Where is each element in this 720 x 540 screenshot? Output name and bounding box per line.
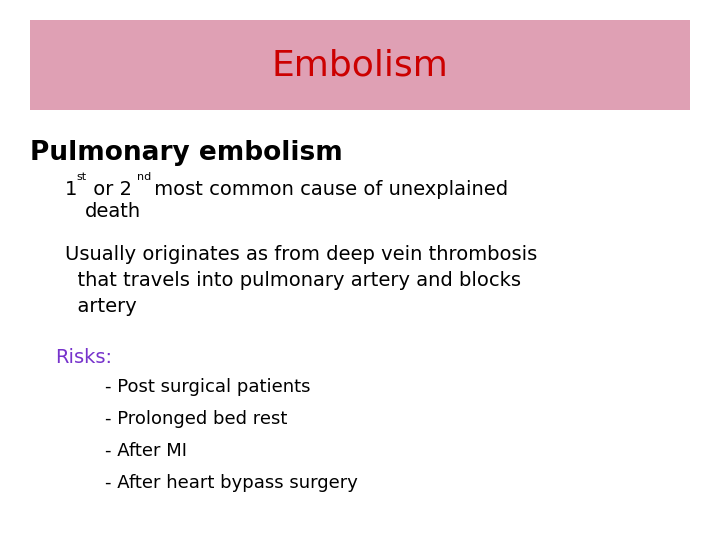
Text: Pulmonary embolism: Pulmonary embolism [30,140,343,166]
Text: - After MI: - After MI [105,442,187,460]
FancyBboxPatch shape [30,20,690,110]
Text: 1: 1 [65,180,77,199]
Text: nd: nd [137,172,151,182]
Text: most common cause of unexplained: most common cause of unexplained [148,180,508,199]
Text: Embolism: Embolism [271,48,449,82]
Text: Usually originates as from deep vein thrombosis
  that travels into pulmonary ar: Usually originates as from deep vein thr… [65,245,537,315]
Text: st: st [76,172,86,182]
Text: or 2: or 2 [87,180,132,199]
Text: Risks:: Risks: [55,348,112,367]
Text: - Post surgical patients: - Post surgical patients [105,378,310,396]
Text: - After heart bypass surgery: - After heart bypass surgery [105,474,358,492]
Text: - Prolonged bed rest: - Prolonged bed rest [105,410,287,428]
Text: death: death [85,202,141,221]
